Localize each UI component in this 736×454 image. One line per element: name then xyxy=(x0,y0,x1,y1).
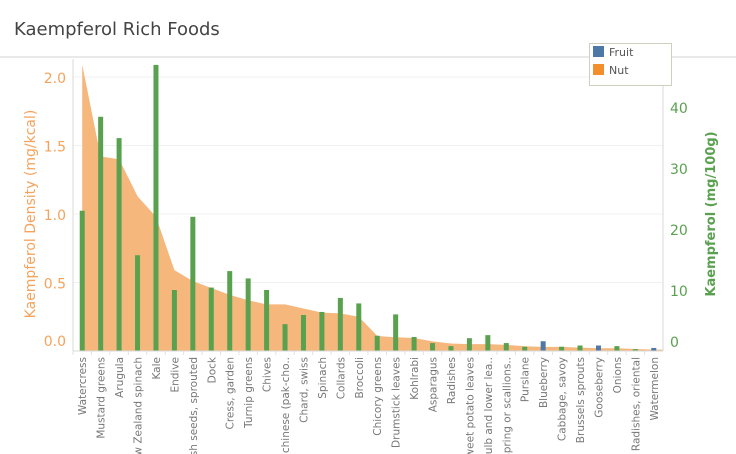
left-tick-label: 1.0 xyxy=(44,208,66,224)
x-tick-label: Radishes xyxy=(446,357,458,404)
x-tick-label: Cabbage, savoy xyxy=(557,357,569,441)
x-tick-label: Asparagus xyxy=(428,357,440,412)
legend-item-fruit[interactable]: Fruit xyxy=(593,46,633,59)
bar-29 xyxy=(595,345,601,351)
legend[interactable]: Fruit Nut xyxy=(589,43,672,86)
bar-17 xyxy=(374,335,380,351)
x-tick-label: Collards xyxy=(335,357,347,399)
x-tick-label: Mustard greens xyxy=(96,357,108,439)
bar-27 xyxy=(559,346,565,351)
x-tick-label: Chicory greens xyxy=(372,357,384,436)
bar-24 xyxy=(503,343,509,351)
legend-swatch-nut xyxy=(593,64,604,75)
left-axis-title: Kaempferol Density (mg/kcal) xyxy=(23,110,39,319)
legend-item-partial[interactable] xyxy=(593,82,604,85)
x-tick-label: Onions xyxy=(612,357,624,393)
left-tick-label: 2.0 xyxy=(44,71,66,87)
x-tick-label: Chives xyxy=(262,357,274,392)
bar-22 xyxy=(466,338,472,351)
left-tick-label: 0.0 xyxy=(44,334,66,350)
x-tick-label: Broccoli xyxy=(354,357,366,399)
x-tick-label: Watercress xyxy=(77,357,89,415)
right-tick-label: 30 xyxy=(670,162,688,178)
legend-label-fruit: Fruit xyxy=(609,46,634,59)
chart-title: Kaempferol Rich Foods xyxy=(14,19,220,40)
density-area xyxy=(82,64,663,352)
x-tick-label: sh seeds, sprouted xyxy=(188,357,200,454)
right-tick-label: 40 xyxy=(670,101,688,117)
x-tick-label: Radishes, oriental xyxy=(630,357,642,451)
bar-28 xyxy=(577,345,583,351)
bar-7 xyxy=(190,216,196,351)
bar-32 xyxy=(651,347,657,351)
bar-21 xyxy=(448,346,454,351)
x-tick-label: Purslane xyxy=(520,357,532,402)
bar-9 xyxy=(227,271,233,351)
bar-13 xyxy=(300,315,306,351)
left-tick-label: 1.5 xyxy=(44,140,66,156)
bar-5 xyxy=(153,64,159,351)
bar-8 xyxy=(208,287,214,351)
left-tick-label: 0.5 xyxy=(44,277,66,293)
x-tick-label: Spinach xyxy=(317,357,329,399)
legend-label-nut: Nut xyxy=(609,64,629,77)
bar-12 xyxy=(282,324,288,351)
bar-25 xyxy=(522,346,528,351)
x-tick-label: Turnip greens xyxy=(243,357,255,429)
x-tick-label: Gooseberry xyxy=(593,357,605,418)
bar-15 xyxy=(337,297,343,351)
x-tick-label: Endive xyxy=(169,357,181,393)
right-tick-label: 10 xyxy=(670,284,688,300)
x-tick-label: bulb and lower lea.. xyxy=(483,357,495,454)
x-tick-label: Kale xyxy=(151,357,163,380)
x-tick-label: Drumstick leaves xyxy=(391,357,403,448)
x-tick-label: spring or scallions.. xyxy=(501,357,513,454)
right-tick-label: 0 xyxy=(670,335,679,351)
x-tick-label: Kohlrabi xyxy=(409,357,421,400)
bar-1 xyxy=(79,210,85,351)
bar-3 xyxy=(116,138,122,351)
x-tick-label: Dock xyxy=(206,356,218,383)
right-tick-label: 20 xyxy=(670,223,688,239)
bar-2 xyxy=(98,116,104,351)
x-tick-label: weet potato leaves xyxy=(464,357,476,454)
x-tick-label: Arugula xyxy=(114,357,126,398)
bar-11 xyxy=(264,290,270,351)
bar-20 xyxy=(430,343,436,351)
x-tick-label: , chinese (pak-cho.. xyxy=(280,357,292,454)
x-tick-label: Brussels sprouts xyxy=(575,357,587,443)
bar-19 xyxy=(411,336,417,351)
x-tick-label: Watermelon xyxy=(649,357,661,421)
bar-23 xyxy=(485,335,491,351)
bar-18 xyxy=(393,314,399,351)
right-axis-title: Kaempferol (mg/100g) xyxy=(704,131,719,296)
x-tick-label: Chard, swiss xyxy=(298,357,310,423)
bar-30 xyxy=(614,346,620,351)
bar-4 xyxy=(135,255,141,351)
bar-16 xyxy=(356,303,362,351)
x-tick-label: Blueberry xyxy=(538,357,550,408)
legend-swatch-fruit xyxy=(593,46,604,57)
legend-item-nut[interactable]: Nut xyxy=(593,64,629,77)
bar-14 xyxy=(319,311,325,351)
bar-6 xyxy=(171,290,177,351)
bar-31 xyxy=(632,349,638,351)
bar-10 xyxy=(245,278,251,351)
x-tick-label: Cress, garden xyxy=(225,357,237,430)
x-tick-label: ew Zealand spinach xyxy=(133,357,145,454)
bar-26 xyxy=(540,341,546,351)
